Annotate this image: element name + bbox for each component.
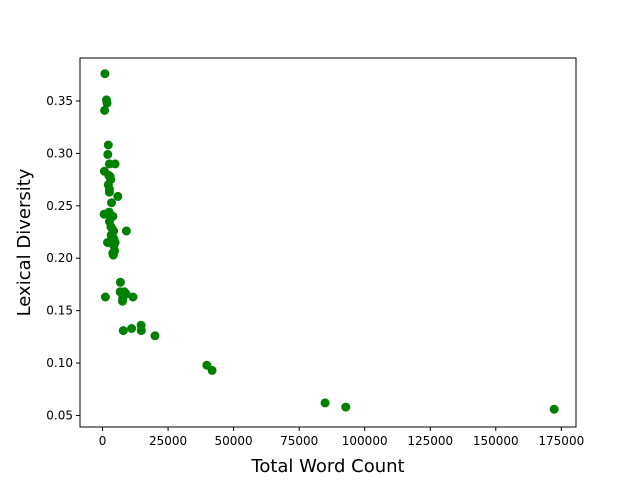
data-point [207, 365, 217, 375]
data-point [341, 402, 351, 412]
y-axis-ticks: 0.05 0.10 0.15 0.20 0.25 0.30 0.35 [46, 94, 80, 422]
data-point [110, 159, 120, 169]
data-point [118, 296, 127, 306]
x-tick-label: 150000 [473, 434, 519, 448]
x-tick-label: 125000 [407, 434, 453, 448]
y-tick-label: 0.05 [46, 408, 73, 422]
data-point [100, 69, 110, 79]
data-point [150, 331, 160, 341]
x-axis-ticks: 0 25000 50000 75000 100000 125000 150000 175000 [99, 427, 584, 448]
plot-frame [79, 57, 577, 428]
data-point [113, 191, 123, 201]
data-point [127, 324, 137, 333]
x-tick-label: 25000 [149, 434, 187, 448]
data-point [136, 326, 146, 336]
y-tick-label: 0.10 [46, 356, 73, 370]
y-axis-label: Lexical Diversity [14, 168, 35, 316]
y-tick-label: 0.25 [46, 199, 73, 213]
y-tick-label: 0.15 [46, 304, 73, 318]
data-point [103, 140, 113, 150]
x-axis-label: Total Word Count [250, 456, 404, 477]
data-point [128, 292, 138, 302]
plot-area [80, 58, 576, 427]
data-point [104, 187, 114, 197]
x-tick-label: 75000 [280, 434, 318, 448]
data-point [121, 226, 131, 236]
x-tick-label: 50000 [215, 434, 253, 448]
data-point [108, 250, 118, 260]
x-tick-label: 100000 [342, 434, 388, 448]
data-point [107, 198, 116, 208]
y-tick-label: 0.35 [46, 94, 73, 108]
data-point [115, 277, 125, 287]
data-point [103, 149, 113, 159]
x-tick-label: 175000 [538, 434, 584, 448]
data-point [100, 105, 110, 115]
y-tick-label: 0.20 [46, 251, 73, 265]
data-point [118, 326, 128, 336]
data-points [99, 69, 559, 414]
data-point [320, 398, 330, 408]
data-point [549, 404, 559, 414]
data-point [100, 292, 110, 302]
x-tick-label: 0 [99, 434, 107, 448]
y-tick-label: 0.30 [46, 146, 73, 160]
data-point [102, 98, 112, 108]
